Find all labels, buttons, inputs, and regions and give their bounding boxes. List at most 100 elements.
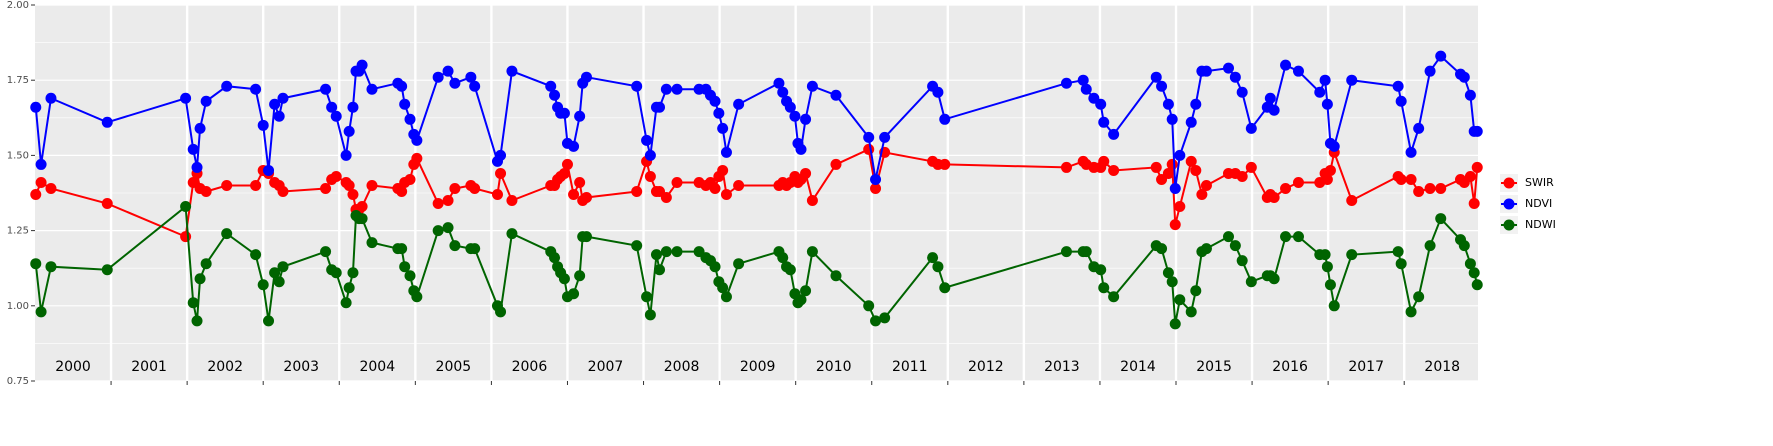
data-point <box>1108 128 1120 140</box>
data-point <box>1321 173 1333 185</box>
data-point <box>1280 231 1292 243</box>
data-point <box>1468 267 1480 279</box>
data-point <box>273 276 285 288</box>
data-point <box>631 80 643 92</box>
data-point <box>366 237 378 249</box>
data-point <box>1098 116 1110 128</box>
data-point <box>1405 173 1417 185</box>
year-label: 2012 <box>968 359 1004 375</box>
year-label: 2013 <box>1044 359 1080 375</box>
data-point <box>320 182 332 194</box>
year-label: 2011 <box>892 359 928 375</box>
data-point <box>1185 155 1197 167</box>
data-point <box>30 101 42 113</box>
data-point <box>495 149 507 161</box>
data-point <box>549 89 561 101</box>
data-point <box>1264 92 1276 104</box>
data-point <box>343 125 355 137</box>
year-label: 2006 <box>512 359 548 375</box>
data-point <box>939 158 951 170</box>
data-point <box>221 80 233 92</box>
data-point <box>491 189 503 201</box>
data-point <box>35 176 47 188</box>
data-point <box>863 131 875 143</box>
data-point <box>1185 306 1197 318</box>
data-point <box>830 270 842 282</box>
data-point <box>1435 50 1447 62</box>
data-point <box>330 267 342 279</box>
data-point <box>631 185 643 197</box>
data-point <box>1245 161 1257 173</box>
data-point <box>1190 98 1202 110</box>
data-point <box>568 140 580 152</box>
data-point <box>330 110 342 122</box>
data-point <box>1229 240 1241 252</box>
data-point <box>1435 213 1447 225</box>
data-point <box>366 83 378 95</box>
data-point <box>356 213 368 225</box>
data-point <box>263 164 275 176</box>
data-point <box>200 258 212 270</box>
data-point <box>1229 71 1241 83</box>
data-point <box>795 143 807 155</box>
data-point <box>717 282 729 294</box>
data-point <box>733 98 745 110</box>
data-point <box>1236 255 1248 267</box>
data-point <box>35 158 47 170</box>
data-point <box>1190 164 1202 176</box>
data-point <box>180 231 192 243</box>
data-point <box>717 164 729 176</box>
data-point <box>1346 74 1358 86</box>
data-point <box>469 243 481 255</box>
data-point <box>1464 170 1476 182</box>
data-point <box>558 107 570 119</box>
year-label: 2003 <box>283 359 319 375</box>
data-point <box>709 95 721 107</box>
data-point <box>789 110 801 122</box>
data-point <box>273 110 285 122</box>
data-point <box>1098 282 1110 294</box>
data-point <box>654 264 666 276</box>
data-point <box>1321 261 1333 273</box>
data-point <box>1405 146 1417 158</box>
data-point <box>257 279 269 291</box>
data-point <box>366 179 378 191</box>
data-point <box>870 173 882 185</box>
data-point <box>1395 95 1407 107</box>
data-point <box>320 246 332 258</box>
y-tick-label: 2.00 <box>7 0 29 11</box>
data-point <box>1314 86 1326 98</box>
data-point <box>1324 279 1336 291</box>
data-point <box>1200 179 1212 191</box>
data-point <box>30 189 42 201</box>
data-point <box>1395 173 1407 185</box>
data-point <box>1324 164 1336 176</box>
y-tick-label: 1.00 <box>7 301 29 312</box>
data-point <box>1346 195 1358 207</box>
data-point <box>250 249 262 261</box>
data-point <box>469 182 481 194</box>
data-point <box>784 264 796 276</box>
data-point <box>191 161 203 173</box>
data-point <box>574 110 586 122</box>
data-point <box>404 270 416 282</box>
data-point <box>1080 83 1092 95</box>
data-point <box>1236 86 1248 98</box>
data-point <box>1413 122 1425 134</box>
data-point <box>709 261 721 273</box>
data-point <box>1200 65 1212 77</box>
data-point <box>580 231 592 243</box>
data-point <box>784 101 796 113</box>
year-label: 2001 <box>131 359 167 375</box>
data-point <box>574 270 586 282</box>
data-point <box>795 294 807 306</box>
data-point <box>1268 273 1280 285</box>
year-label: 2002 <box>207 359 243 375</box>
data-point <box>449 77 461 89</box>
data-point <box>1458 71 1470 83</box>
data-point <box>644 309 656 321</box>
data-point <box>101 264 113 276</box>
data-point <box>257 119 269 131</box>
data-point <box>870 315 882 327</box>
data-point <box>469 80 481 92</box>
